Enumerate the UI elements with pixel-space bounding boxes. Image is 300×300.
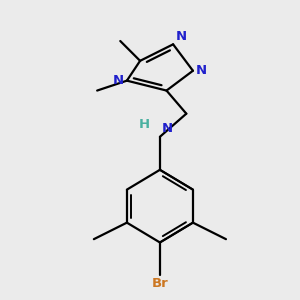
- Text: N: N: [162, 122, 173, 135]
- Text: Br: Br: [152, 277, 168, 290]
- Text: N: N: [196, 64, 207, 77]
- Text: H: H: [139, 118, 150, 131]
- Text: N: N: [176, 30, 187, 43]
- Text: N: N: [113, 74, 124, 87]
